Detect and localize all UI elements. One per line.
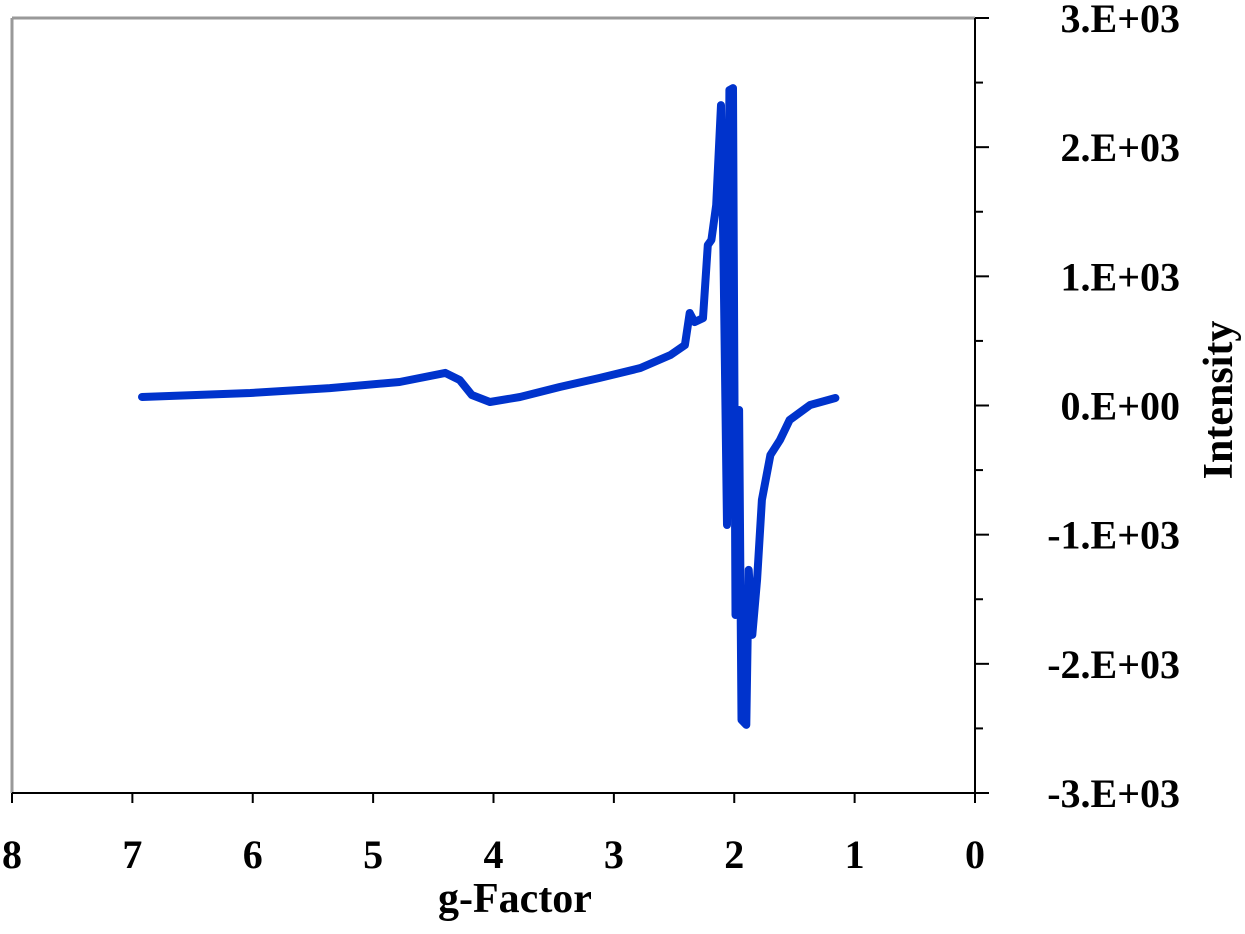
x-tick-label: 5: [363, 832, 383, 877]
y-tick-label: -3.E+03: [1047, 771, 1180, 816]
x-tick-label: 1: [845, 832, 865, 877]
x-tick-label: 2: [724, 832, 744, 877]
x-tick-label: 8: [2, 832, 22, 877]
y-axis-title: Intensity: [1196, 321, 1242, 480]
y-tick-label: 2.E+03: [1061, 125, 1180, 170]
y-tick-label: -1.E+03: [1047, 513, 1180, 558]
y-tick-label: -2.E+03: [1047, 642, 1180, 687]
x-axis-title: g-Factor: [438, 876, 592, 922]
data-line: [138, 84, 840, 729]
x-tick-label: 3: [604, 832, 624, 877]
x-tick-label: 6: [243, 832, 263, 877]
y-tick-label: 3.E+03: [1061, 0, 1180, 41]
x-tick-label: 4: [484, 832, 504, 877]
y-tick-label: 1.E+03: [1061, 254, 1180, 299]
x-tick-label: 0: [965, 832, 985, 877]
x-tick-label: 7: [122, 832, 142, 877]
y-tick-label: 0.E+00: [1061, 384, 1180, 429]
